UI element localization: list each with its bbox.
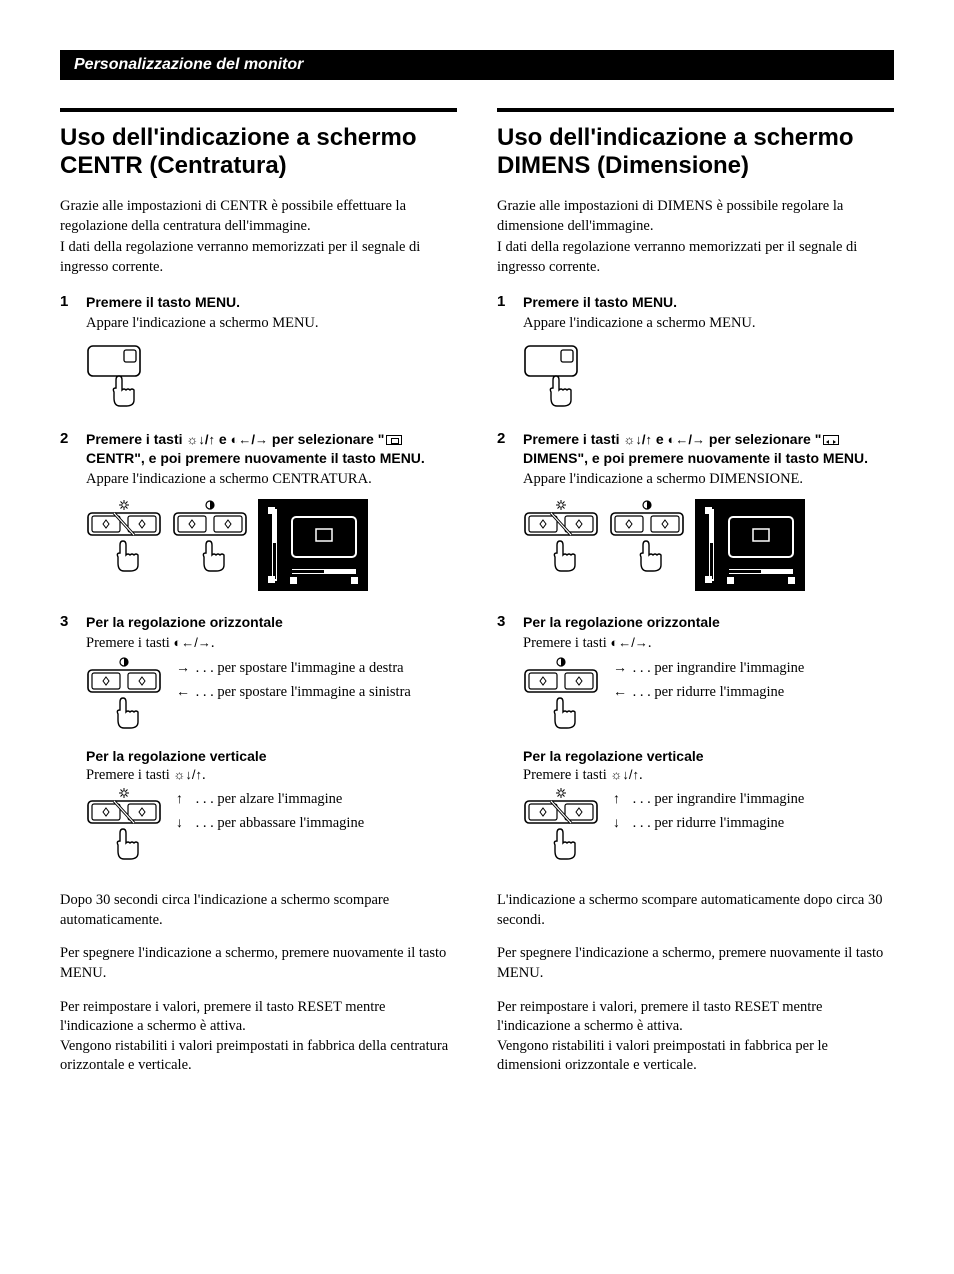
intro-p1: Grazie alle impostazioni di CENTR è poss… [60,197,457,236]
intro-p2: I dati della regolazione verranno memori… [60,238,457,277]
arrow-right-icon: → [176,656,192,678]
section-title-left: Uso dell'indicazione a schermo CENTR (Ce… [60,124,457,179]
step-num: 3 [60,613,76,871]
updown-button-icon [523,499,599,577]
arrow-up-icon: ↑ [176,787,192,809]
menu-button-icon [86,344,142,408]
step-1-right: 1 Premere il tasto MENU. Appare l'indica… [497,293,894,415]
arrow-down-icon: ↓ [176,811,192,833]
step-1-left: 1 Premere il tasto MENU. Appare l'indica… [60,293,457,415]
desc-text: ↑ . . . per alzare l'immagine ↓ . . . pe… [176,787,364,835]
dimens-icon [823,435,839,445]
step-num: 1 [60,293,76,415]
step-3-left: 3 Per la regolazione orizzontale Premere… [60,613,457,871]
sub2-text: Premere i tasti ☼↓/↑. [86,766,457,786]
closing-right: L'indicazione a schermo scompare automat… [497,891,894,1076]
centr-icon [386,435,402,445]
step1-text: Appare l'indicazione a schermo MENU. [86,314,457,334]
sub2-head: Per la regolazione verticale [523,748,894,764]
closing-p2: Per spegnere l'indicazione a schermo, pr… [497,944,894,983]
closing-p1: Dopo 30 secondi circa l'indicazione a sc… [60,891,457,930]
updown-button-icon [86,499,162,577]
step2-head: Premere i tasti ☼↓/↑ e ◐←/→ per selezion… [86,430,457,468]
step2-text: Appare l'indicazione a schermo DIMENSION… [523,470,894,490]
step2-head: Premere i tasti ☼↓/↑ e ◐←/→ per selezion… [523,430,894,468]
leftright-button-icon [609,499,685,577]
intro-left: Grazie alle impostazioni di CENTR è poss… [60,197,457,277]
section-title-right: Uso dell'indicazione a schermo DIMENS (D… [497,124,894,179]
closing-left: Dopo 30 secondi circa l'indicazione a sc… [60,891,457,1076]
arrow-left-icon: ← [176,680,192,702]
column-right: Uso dell'indicazione a schermo DIMENS (D… [497,108,894,1090]
step-num: 1 [497,293,513,415]
intro-p2: I dati della regolazione verranno memori… [497,238,894,277]
rule [60,108,457,112]
step1-head: Premere il tasto MENU. [86,293,457,312]
closing-p3: Per reimpostare i valori, premere il tas… [60,998,457,1037]
desc-text: ↑ . . . per ingrandire l'immagine ↓ . . … [613,787,804,835]
closing-p4: Vengono ristabiliti i valori preimpostat… [60,1037,457,1076]
step-2-right: 2 Premere i tasti ☼↓/↑ e ◐←/→ per selezi… [497,430,894,599]
closing-p4: Vengono ristabiliti i valori preimpostat… [497,1037,894,1076]
step-num: 3 [497,613,513,871]
header-title: Personalizzazione del monitor [74,56,303,73]
step-2-left: 2 Premere i tasti ☼↓/↑ e ◐←/→ per selezi… [60,430,457,599]
step-num: 2 [60,430,76,599]
step-3-right: 3 Per la regolazione orizzontale Premere… [497,613,894,871]
sub2-text: Premere i tasti ☼↓/↑. [523,766,894,786]
step2-text: Appare l'indicazione a schermo CENTRATUR… [86,470,457,490]
rule [497,108,894,112]
updown-button-icon [523,787,599,865]
sub2-head: Per la regolazione verticale [86,748,457,764]
osd-panel-icon [258,499,368,591]
step3-head: Per la regolazione orizzontale [86,613,457,632]
updown-button-icon [86,787,162,865]
step3-text: Premere i tasti ◐←/→. [523,634,894,654]
leftright-button-icon [172,499,248,577]
column-left: Uso dell'indicazione a schermo CENTR (Ce… [60,108,457,1090]
arrow-left-icon: ← [613,680,629,702]
closing-p1: L'indicazione a schermo scompare automat… [497,891,894,930]
leftright-button-icon [86,656,162,734]
desc-text: → . . . per ingrandire l'immagine ← . . … [613,656,804,704]
closing-p3: Per reimpostare i valori, premere il tas… [497,998,894,1037]
header-bar: Personalizzazione del monitor [60,50,894,80]
arrow-up-icon: ↑ [613,787,629,809]
step3-head: Per la regolazione orizzontale [523,613,894,632]
intro-p1: Grazie alle impostazioni di DIMENS è pos… [497,197,894,236]
step-num: 2 [497,430,513,599]
desc-text: → . . . per spostare l'immagine a destra… [176,656,411,704]
menu-button-icon [523,344,579,408]
closing-p2: Per spegnere l'indicazione a schermo, pr… [60,944,457,983]
step3-text: Premere i tasti ◐←/→. [86,634,457,654]
arrow-down-icon: ↓ [613,811,629,833]
leftright-button-icon [523,656,599,734]
step1-head: Premere il tasto MENU. [523,293,894,312]
osd-panel-icon [695,499,805,591]
step1-text: Appare l'indicazione a schermo MENU. [523,314,894,334]
arrow-right-icon: → [613,656,629,678]
intro-right: Grazie alle impostazioni di DIMENS è pos… [497,197,894,277]
